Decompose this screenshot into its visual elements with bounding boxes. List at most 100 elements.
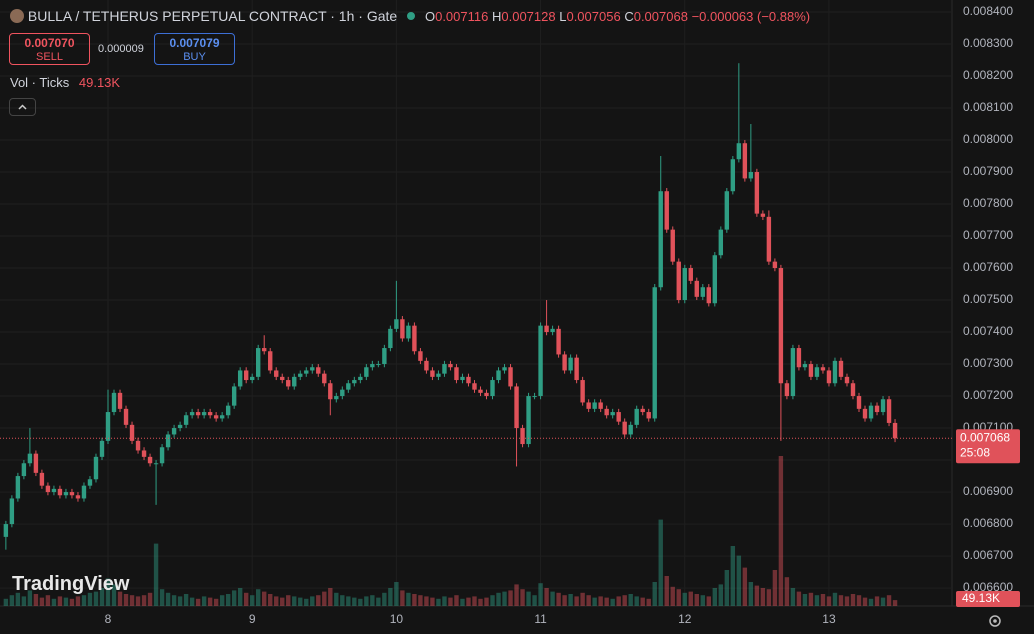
candle-body xyxy=(712,255,718,304)
candle-body xyxy=(496,370,501,381)
volume-bar xyxy=(586,595,591,606)
volume-bar xyxy=(105,578,111,606)
volume-bar xyxy=(598,596,603,606)
volume-bar xyxy=(424,596,429,606)
symbol-title[interactable]: BULLA / TETHERUS PERPETUAL CONTRACT · 1h… xyxy=(27,8,398,24)
ohlc-value: 0.007068 xyxy=(633,9,688,24)
volume-legend: Vol · Ticks 49.13K xyxy=(10,75,120,90)
ohlc-value: 0.007128 xyxy=(501,9,556,24)
candle-body xyxy=(838,360,844,377)
volume-bar xyxy=(159,589,165,606)
candle-body xyxy=(472,383,477,390)
ohlc-letter: H xyxy=(491,9,502,24)
candle-body xyxy=(874,405,880,413)
candle-body xyxy=(832,360,838,384)
volume-bar xyxy=(9,595,15,606)
volume-bar xyxy=(376,597,381,606)
candle-body xyxy=(664,191,669,230)
volume-bar xyxy=(99,588,105,606)
volume-bar xyxy=(814,595,820,606)
candle-body xyxy=(33,453,39,473)
candle-body xyxy=(39,472,45,486)
candle-body xyxy=(105,412,111,441)
volume-bar xyxy=(388,588,393,606)
candle-body xyxy=(526,396,531,445)
volume-bar xyxy=(718,584,724,606)
candle-body xyxy=(9,498,15,525)
candle-body xyxy=(268,351,273,371)
candle-body xyxy=(718,229,724,256)
volume-bar xyxy=(526,591,531,606)
sell-label: SELL xyxy=(36,51,63,63)
buy-button[interactable]: 0.007079 BUY xyxy=(154,33,235,65)
candle-body xyxy=(844,376,850,384)
volume-bar xyxy=(448,597,453,606)
sell-button[interactable]: 0.007070 SELL xyxy=(9,33,90,65)
volume-bar xyxy=(147,592,153,606)
y-tick-label: 0.008300 xyxy=(963,36,1013,50)
volume-bar xyxy=(219,595,225,606)
gear xyxy=(989,615,1001,627)
volume-bar xyxy=(292,596,297,606)
volume-bar xyxy=(622,595,627,606)
volume-bar xyxy=(243,592,249,606)
candle-body xyxy=(520,428,525,445)
candle-body xyxy=(243,370,249,381)
volume-bar xyxy=(886,595,892,606)
candle-body xyxy=(358,376,363,381)
volume-bar xyxy=(111,584,117,606)
volume-bar xyxy=(490,595,495,606)
volume-bar xyxy=(610,598,615,606)
candle-body xyxy=(165,434,171,448)
candle-body xyxy=(544,325,549,333)
candle-body xyxy=(219,415,225,419)
volume-bar xyxy=(496,592,501,606)
candle-body xyxy=(766,216,772,262)
volume-bar xyxy=(478,598,483,606)
volume-bar xyxy=(340,595,345,606)
volume-value: 49.13K xyxy=(78,75,121,90)
candle-body xyxy=(45,485,51,493)
candle-body xyxy=(189,412,195,416)
volume-bar xyxy=(274,596,279,606)
volume-bar xyxy=(532,595,537,606)
candle-body xyxy=(430,370,435,377)
candle-body xyxy=(340,389,345,397)
volume-bar xyxy=(652,582,657,606)
candle-body xyxy=(51,488,57,493)
volume-bar xyxy=(81,595,87,606)
y-tick-label: 0.008000 xyxy=(963,132,1013,146)
price-tag-value: 0.007068 xyxy=(960,430,1010,444)
ohlc-letter: C xyxy=(624,9,634,24)
volume-bar xyxy=(826,596,832,606)
candle-body xyxy=(454,367,459,381)
volume-bar xyxy=(664,576,669,606)
volume-name[interactable]: Vol · Ticks xyxy=(10,75,70,90)
volume-bar xyxy=(304,598,309,606)
volume-bar xyxy=(370,595,375,606)
candle-body xyxy=(304,370,309,374)
candle-body xyxy=(514,386,519,429)
candle-body xyxy=(550,328,555,333)
candle-body xyxy=(292,376,297,387)
volume-bar xyxy=(568,594,573,606)
collapse-button[interactable] xyxy=(9,98,36,116)
volume-bar xyxy=(604,597,609,606)
volume-bar xyxy=(712,588,718,606)
candle-body xyxy=(21,463,27,477)
candle-body xyxy=(394,319,399,329)
y-tick-label: 0.008100 xyxy=(963,100,1013,114)
volume-bar xyxy=(394,582,399,606)
candle-body xyxy=(892,422,898,439)
candle-body xyxy=(778,268,784,384)
settings-icon[interactable] xyxy=(986,612,1004,630)
ohlc-value: 0.007056 xyxy=(566,9,621,24)
ohlc-legend: O0.007116 H0.007128 L0.007056 C0.007068 … xyxy=(425,9,810,24)
volume-bar xyxy=(15,592,21,606)
candle-body xyxy=(117,392,123,409)
volume-bar xyxy=(628,594,633,606)
volume-bar xyxy=(538,583,543,606)
volume-bar xyxy=(322,591,327,606)
volume-bar xyxy=(51,598,57,606)
